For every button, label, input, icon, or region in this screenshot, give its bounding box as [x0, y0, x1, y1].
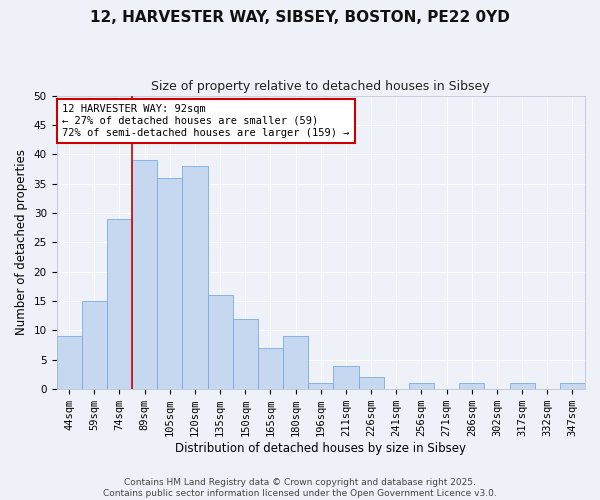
Bar — [459, 384, 484, 389]
Bar — [258, 348, 283, 389]
X-axis label: Distribution of detached houses by size in Sibsey: Distribution of detached houses by size … — [175, 442, 466, 455]
Text: 12, HARVESTER WAY, SIBSEY, BOSTON, PE22 0YD: 12, HARVESTER WAY, SIBSEY, BOSTON, PE22 … — [90, 10, 510, 25]
Bar — [359, 378, 383, 389]
Bar — [560, 384, 585, 389]
Title: Size of property relative to detached houses in Sibsey: Size of property relative to detached ho… — [151, 80, 490, 93]
Bar — [132, 160, 157, 389]
Bar — [308, 384, 334, 389]
Bar — [334, 366, 359, 389]
Bar — [107, 219, 132, 389]
Bar — [157, 178, 182, 389]
Text: 12 HARVESTER WAY: 92sqm
← 27% of detached houses are smaller (59)
72% of semi-de: 12 HARVESTER WAY: 92sqm ← 27% of detache… — [62, 104, 349, 138]
Bar — [182, 166, 208, 389]
Text: Contains HM Land Registry data © Crown copyright and database right 2025.
Contai: Contains HM Land Registry data © Crown c… — [103, 478, 497, 498]
Bar — [509, 384, 535, 389]
Y-axis label: Number of detached properties: Number of detached properties — [15, 150, 28, 336]
Bar — [82, 301, 107, 389]
Bar — [208, 295, 233, 389]
Bar — [283, 336, 308, 389]
Bar — [409, 384, 434, 389]
Bar — [56, 336, 82, 389]
Bar — [233, 318, 258, 389]
